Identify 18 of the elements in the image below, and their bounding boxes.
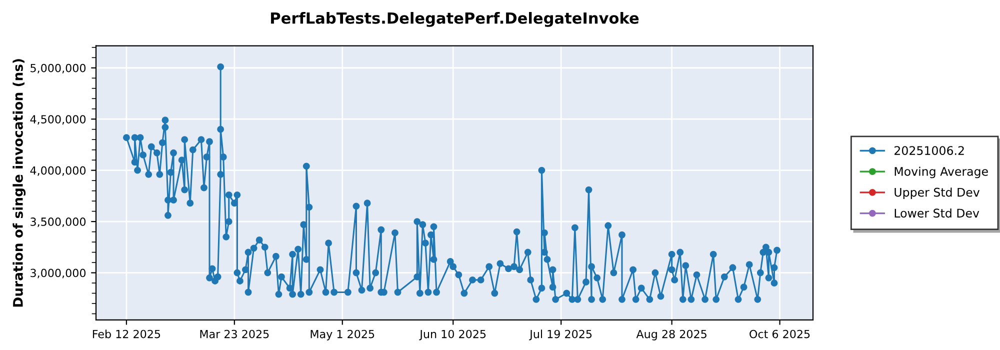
x-tick-label: Jun 10 2025 (419, 330, 486, 340)
x-tick-label: Mar 23 2025 (200, 330, 269, 338)
x-tick-label: Feb 12 2025 (92, 330, 160, 338)
legend-label: Upper Std Dev (894, 188, 980, 200)
x-tick-label: Aug 28 2025 (636, 330, 706, 340)
x-tick-label: Oct 6 2025 (750, 330, 810, 338)
y-tick-label: 5,000,000 (30, 64, 86, 74)
y-tick-label: 4,500,000 (30, 115, 86, 125)
legend-label: Moving Average (894, 166, 988, 178)
y-tick-label: 3,000,000 (30, 268, 86, 278)
legend-label: Lower Std Dev (894, 208, 980, 218)
legend-label: 20251006.2 (894, 146, 964, 155)
chart-title: PerfLabTests.DelegatePerf.DelegateInvoke (271, 12, 639, 27)
y-tick-label: 3,500,000 (30, 218, 86, 228)
x-tick-label: Jul 19 2025 (529, 330, 592, 340)
y-tick-label: 4,000,000 (30, 166, 86, 176)
y-axis-title: Duration of single invocation (ns) (12, 59, 26, 307)
x-tick-label: May 1 2025 (310, 330, 374, 340)
